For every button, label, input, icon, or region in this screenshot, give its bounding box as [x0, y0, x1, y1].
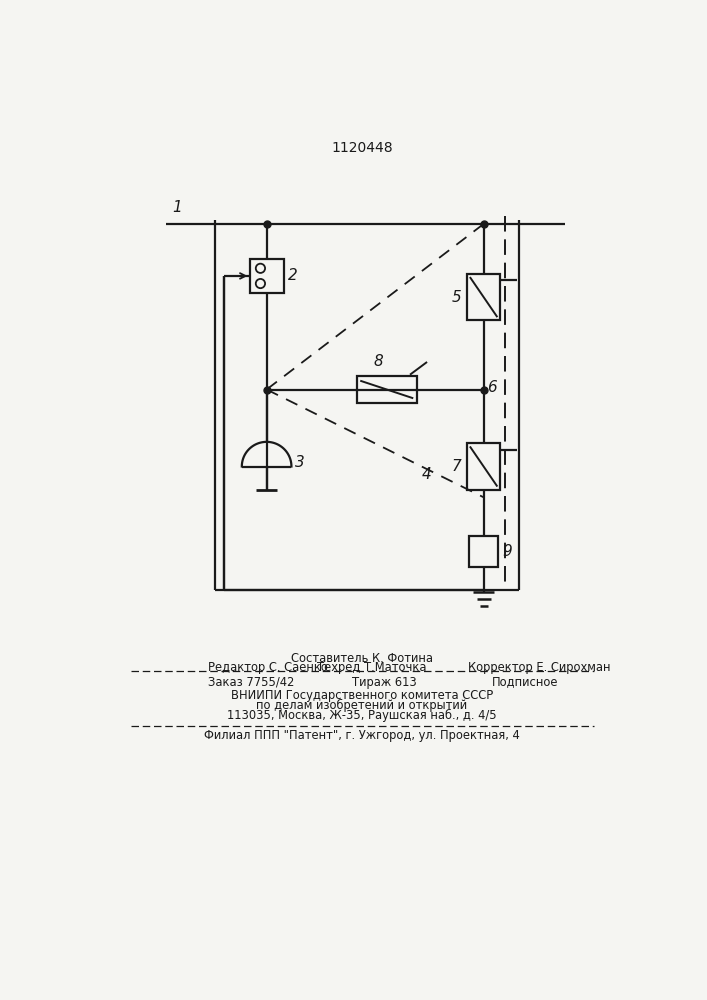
- Bar: [356, 376, 417, 403]
- Text: 4: 4: [421, 467, 431, 482]
- Bar: [467, 443, 500, 490]
- Bar: [467, 274, 500, 320]
- Text: Тираж 613: Тираж 613: [352, 676, 416, 689]
- Text: Составитель К. Фотина: Составитель К. Фотина: [291, 652, 433, 666]
- Text: 3: 3: [296, 455, 305, 470]
- Text: ВНИИПИ Государственного комитета СССР: ВНИИПИ Государственного комитета СССР: [230, 689, 493, 702]
- Text: Филиал ППП "Патент", г. Ужгород, ул. Проектная, 4: Филиал ППП "Патент", г. Ужгород, ул. Про…: [204, 730, 520, 742]
- Text: по делам изобретений и открытий: по делам изобретений и открытий: [257, 699, 467, 712]
- Text: Подписное: Подписное: [491, 676, 558, 689]
- Text: Заказ 7755/42: Заказ 7755/42: [209, 676, 295, 689]
- Text: Техред Т.Маточка: Техред Т.Маточка: [317, 661, 426, 674]
- Bar: [250, 259, 284, 293]
- Text: 2: 2: [288, 268, 298, 283]
- Text: 7: 7: [452, 459, 462, 474]
- Bar: [469, 536, 498, 567]
- Text: 8: 8: [373, 354, 383, 369]
- Text: 1: 1: [172, 200, 182, 215]
- Text: Редактор С. Саенко: Редактор С. Саенко: [209, 661, 328, 674]
- Text: 6: 6: [488, 380, 497, 395]
- Text: 9: 9: [502, 544, 512, 559]
- Text: 5: 5: [452, 290, 462, 305]
- Text: 1120448: 1120448: [331, 141, 393, 155]
- Text: 113035, Москва, Ж-35, Раушская наб., д. 4/5: 113035, Москва, Ж-35, Раушская наб., д. …: [227, 709, 497, 722]
- Text: Корректор Е. Сирохман: Корректор Е. Сирохман: [468, 661, 611, 674]
